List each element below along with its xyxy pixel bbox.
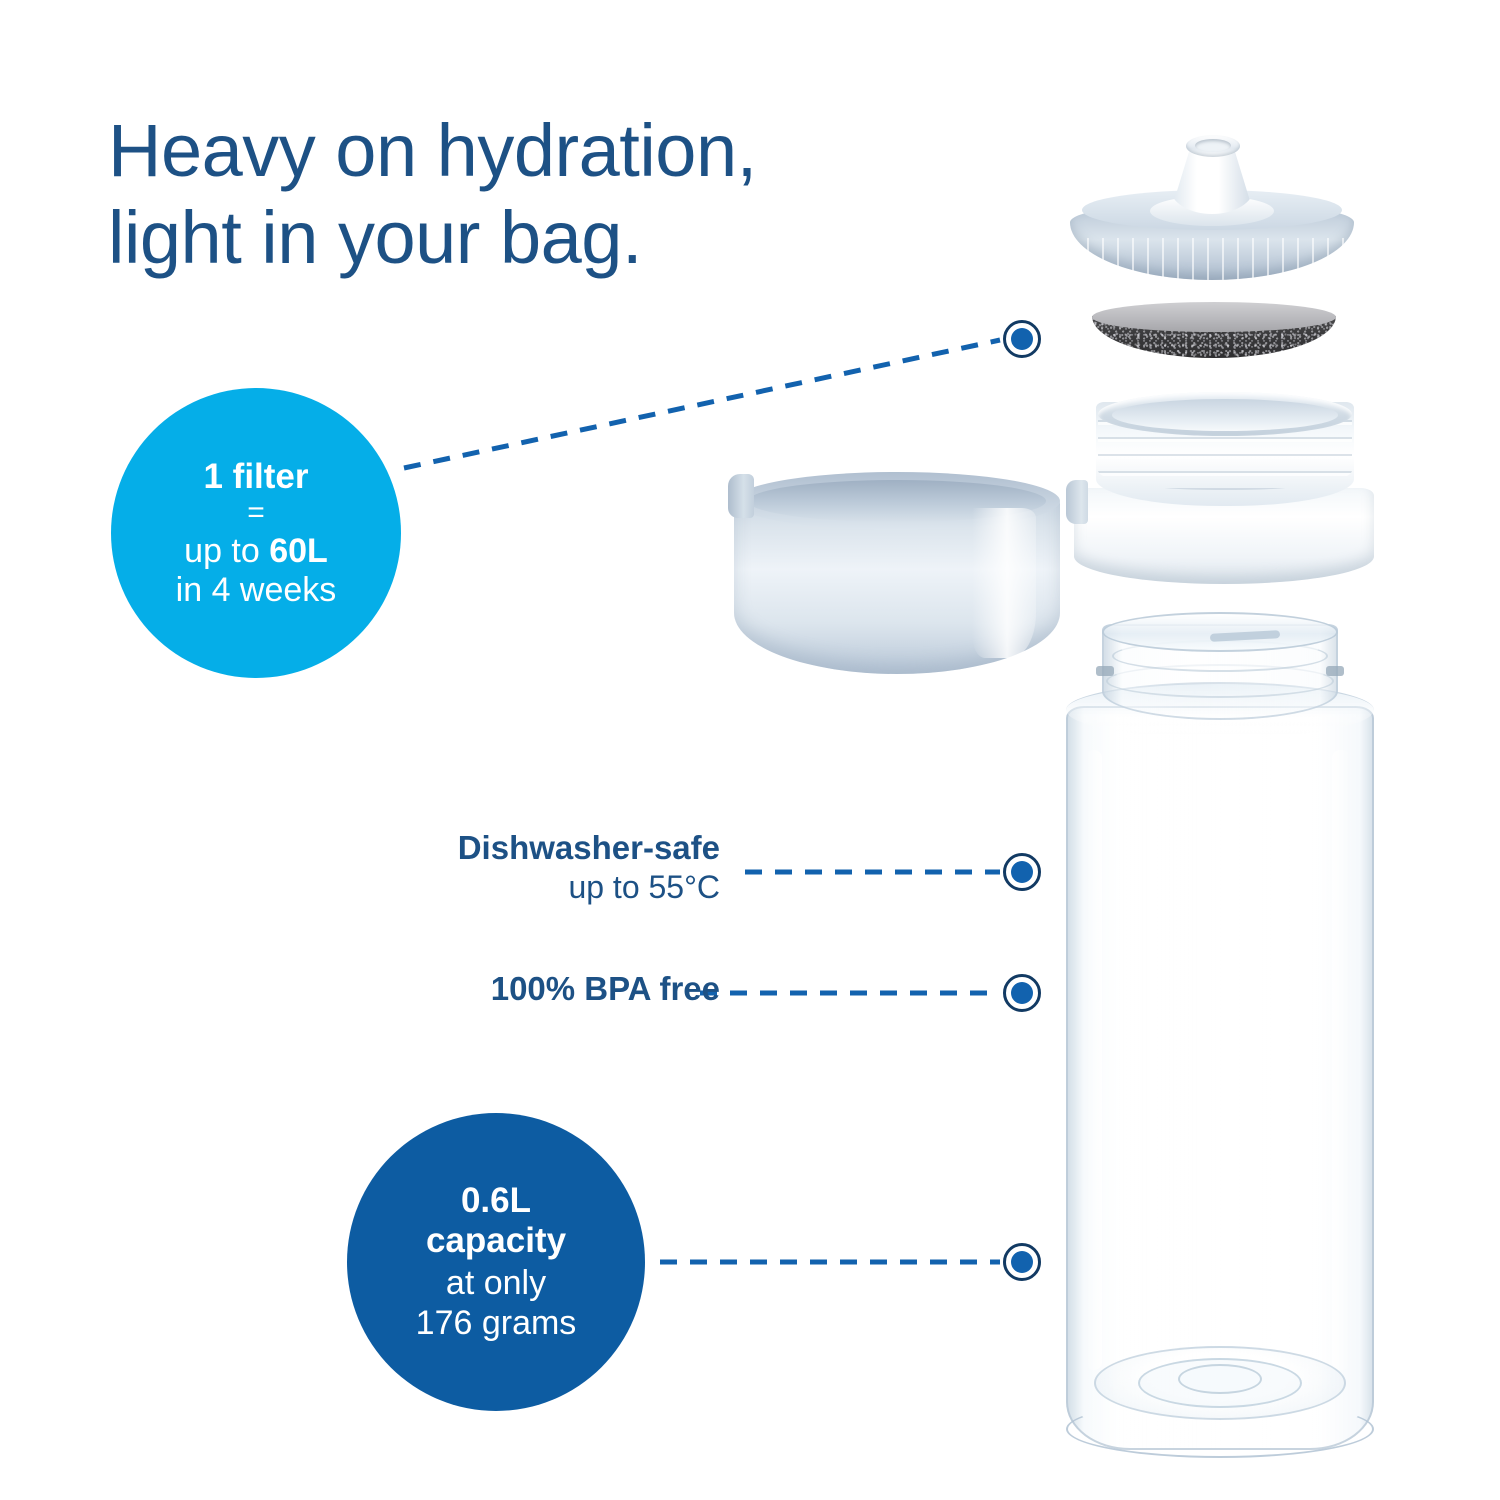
bottle-neck-rim	[1102, 612, 1338, 652]
bottle-highlight-left	[1086, 750, 1102, 1370]
badge-filter-equals: =	[247, 495, 265, 529]
badge-capacity-line4: 176 grams	[415, 1303, 577, 1342]
badge-capacity-line3: at only	[445, 1264, 547, 1303]
collar-inner-rim	[1112, 399, 1338, 431]
lid-highlight	[972, 508, 1036, 658]
callout-dot-filter	[1003, 320, 1041, 358]
leader-line-filter	[403, 337, 1001, 471]
feature-dishwasher-safe: Dishwasher-safe up to 55°C	[320, 828, 720, 906]
badge-capacity: 0.6L capacity at only 176 grams	[347, 1113, 645, 1411]
bottle-bottom-edge	[1066, 1400, 1374, 1458]
callout-dot-capacity	[1003, 1243, 1041, 1281]
badge-filter-line3-prefix: up to	[184, 531, 270, 570]
bottle-base-inner-ring	[1178, 1364, 1262, 1394]
bottle-lug-left	[1096, 666, 1114, 676]
callout-dot-bpa	[1003, 974, 1041, 1012]
feature-bpa-free: 100% BPA free	[320, 969, 720, 1009]
cap-ribs	[1074, 238, 1350, 280]
badge-filter-line4: in 4 weeks	[175, 570, 337, 609]
product-lid-ring	[722, 468, 1068, 688]
cap-spout-hole	[1195, 139, 1231, 152]
badge-capacity-line2: capacity	[425, 1220, 567, 1260]
callout-dot-dishwasher	[1003, 853, 1041, 891]
feature-dishwasher-title: Dishwasher-safe	[457, 829, 720, 866]
feature-bpa-title: 100% BPA free	[490, 970, 720, 1007]
bottle-lug-right	[1326, 666, 1344, 676]
badge-filter-line3: up to 60L	[184, 532, 328, 571]
cap-spout-body	[1170, 148, 1254, 214]
bottle-highlight-right	[1332, 750, 1350, 1370]
badge-filter-life: 1 filter = up to 60L in 4 weeks	[111, 388, 401, 678]
collar-hinge-tab	[1066, 480, 1088, 524]
page-title: Heavy on hydration, light in your bag.	[108, 109, 757, 279]
lid-hinge-tab	[728, 474, 754, 518]
product-threaded-collar	[1066, 392, 1380, 592]
badge-filter-line1: 1 filter	[203, 456, 309, 496]
badge-filter-line3-strong: 60L	[269, 531, 328, 570]
badge-capacity-line1: 0.6L	[460, 1180, 532, 1220]
product-carbon-filter-disc	[1090, 302, 1340, 364]
filter-disc-top	[1092, 302, 1336, 332]
product-cap-with-spout	[1062, 130, 1362, 290]
product-bottle-body	[1060, 612, 1380, 1480]
bottle-wall	[1066, 706, 1374, 1450]
feature-dishwasher-subtitle: up to 55°C	[568, 868, 720, 905]
